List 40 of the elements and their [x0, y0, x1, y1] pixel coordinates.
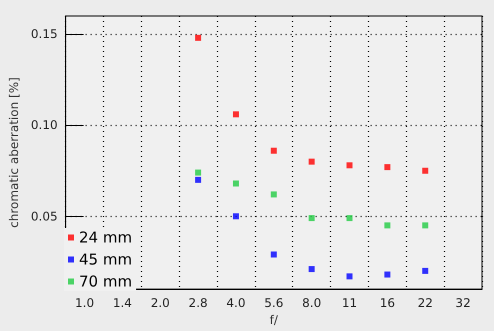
legend-label: 70 mm — [79, 272, 132, 290]
legend-label: 24 mm — [79, 228, 132, 246]
point — [232, 180, 239, 186]
point — [384, 222, 390, 228]
x-tick-label: 2.0 — [150, 296, 170, 310]
x-axis-title: f/ — [270, 313, 279, 327]
point — [346, 162, 353, 168]
point — [422, 222, 428, 228]
x-tick-label: 8.0 — [302, 296, 322, 310]
point — [270, 191, 277, 198]
point — [270, 148, 277, 154]
point — [422, 168, 428, 174]
y-tick-label: 0.05 — [30, 209, 58, 224]
x-tick-label: 5.6 — [264, 296, 284, 310]
point — [384, 164, 390, 170]
x-tick-label: 32 — [455, 296, 471, 310]
point — [308, 158, 315, 165]
x-tick-label: 4.0 — [226, 296, 246, 310]
y-tick-label: 0.10 — [30, 118, 58, 132]
x-tick-label: 2.8 — [188, 296, 208, 310]
legend-label: 45 mm — [79, 250, 132, 268]
point — [308, 266, 315, 272]
point — [308, 215, 315, 222]
x-tick-label: 1.0 — [75, 296, 94, 310]
x-tick-label: 1.4 — [112, 296, 132, 310]
y-tick-label: 0.15 — [30, 27, 58, 42]
point — [270, 252, 277, 258]
y-axis-title: chromatic aberration [%] — [7, 77, 21, 228]
point — [346, 215, 353, 222]
point — [384, 272, 390, 278]
point — [195, 34, 202, 41]
x-tick-label: 16 — [380, 296, 396, 310]
point — [232, 111, 239, 118]
point — [422, 268, 428, 274]
x-tick-label: 11 — [342, 296, 358, 310]
point — [232, 213, 239, 220]
x-tick-label: 22 — [418, 296, 433, 310]
point — [195, 176, 202, 183]
point — [346, 273, 353, 280]
point — [195, 170, 202, 176]
